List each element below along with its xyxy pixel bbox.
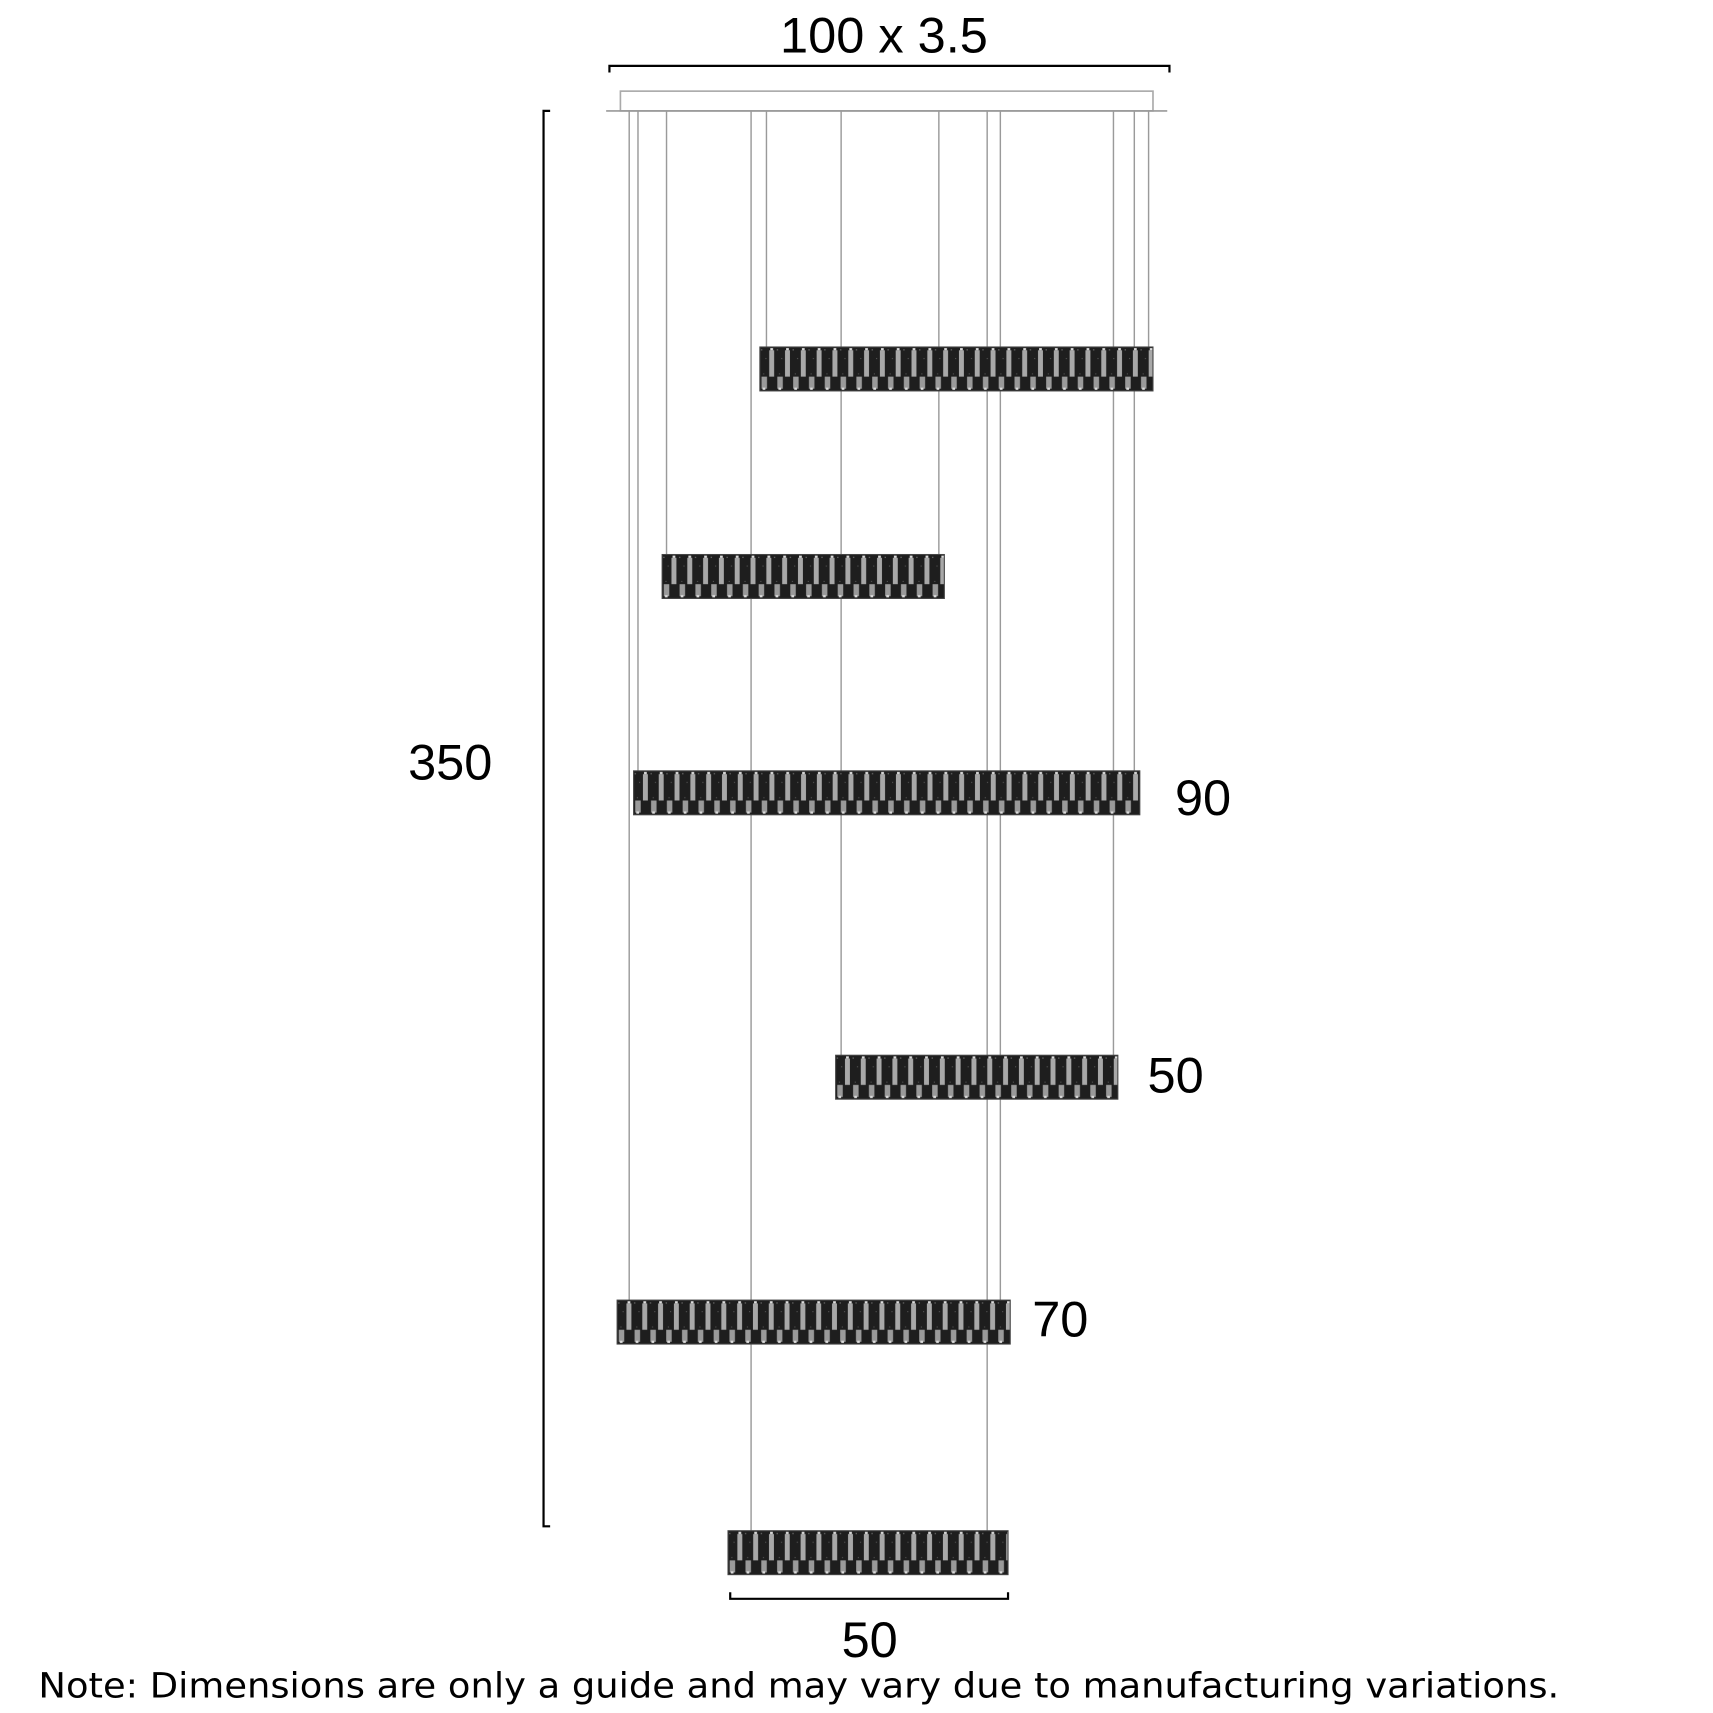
height-label: 350 (408, 734, 492, 791)
suspension-cables (628, 110, 1150, 1531)
top-width-label: 100 x 3.5 (780, 7, 988, 64)
top-width-dimension: 100 x 3.5 (608, 7, 1171, 73)
bar-4-width-label: 50 (1147, 1047, 1203, 1104)
bar-5-width-label: 70 (1032, 1290, 1088, 1347)
light-bar-6 (727, 1530, 1009, 1576)
bottom-width-dimension: 50 (729, 1592, 1010, 1668)
light-bar-3 (633, 770, 1141, 816)
bottom-width-label: 50 (842, 1611, 898, 1668)
light-bar-1 (759, 346, 1154, 392)
ceiling-canopy (606, 90, 1168, 112)
disclaimer-note: Note: Dimensions are only a guide and ma… (38, 1666, 1559, 1707)
height-dimension: 350 (408, 109, 551, 1528)
bar-3-width-label: 90 (1175, 769, 1231, 826)
light-bar-2 (661, 553, 945, 600)
light-bar-5 (616, 1299, 1011, 1345)
light-bar-4 (835, 1054, 1119, 1100)
